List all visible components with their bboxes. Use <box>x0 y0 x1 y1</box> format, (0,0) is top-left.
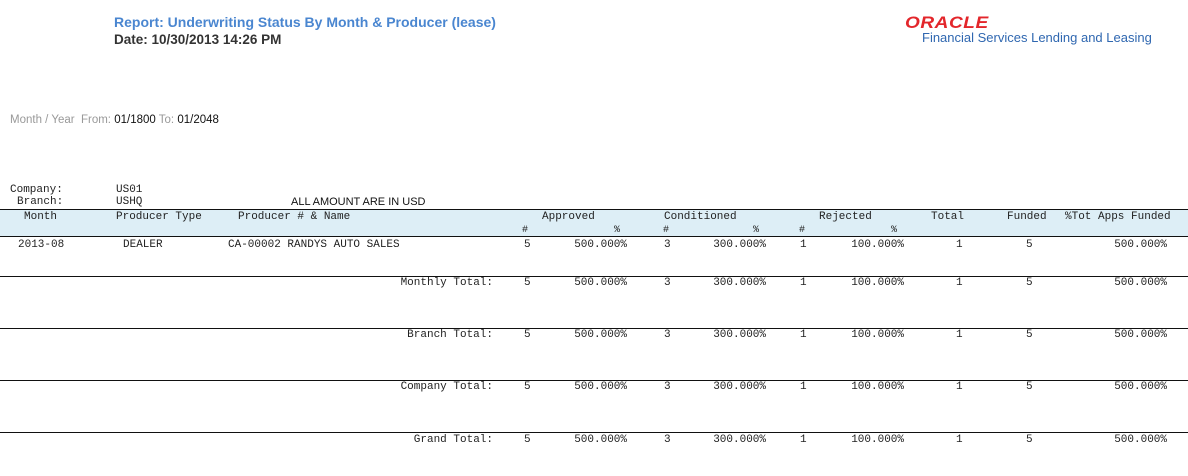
report-date: Date: 10/30/2013 14:26 PM <box>114 32 282 47</box>
company-label: Company: <box>10 184 63 196</box>
total-pct-funded: 500.000% <box>1114 277 1167 289</box>
cell-producer-name: CA-00002 RANDYS AUTO SALES <box>228 239 400 251</box>
total-total: 1 <box>956 381 963 393</box>
col-funded: Funded <box>1007 211 1047 223</box>
product-name: Financial Services Lending and Leasing <box>922 30 1152 45</box>
total-approved-n: 5 <box>524 381 531 393</box>
table-header <box>0 210 1188 236</box>
total-rejected-pct: 100.000% <box>851 329 904 341</box>
total-funded: 5 <box>1026 329 1033 341</box>
total-approved-pct: 500.000% <box>574 381 627 393</box>
filter-label: Month / Year <box>10 114 75 126</box>
sub-conditioned-count: # <box>663 225 670 236</box>
total-funded: 5 <box>1026 434 1033 446</box>
total-approved-pct: 500.000% <box>574 434 627 446</box>
col-pct-funded: %Tot Apps Funded <box>1065 211 1171 223</box>
total-rejected-pct: 100.000% <box>851 277 904 289</box>
total-total: 1 <box>956 277 963 289</box>
total-label: Branch Total: <box>407 329 493 341</box>
cell-rejected-pct: 100.000% <box>851 239 904 251</box>
cell-approved-n: 5 <box>524 239 531 251</box>
cell-total: 1 <box>956 239 963 251</box>
col-conditioned: Conditioned <box>664 211 737 223</box>
grand-total-rule <box>0 432 1188 433</box>
cell-approved-pct: 500.000% <box>574 239 627 251</box>
header-bottom-rule <box>0 236 1188 237</box>
total-total: 1 <box>956 434 963 446</box>
cell-producer-type: DEALER <box>123 239 163 251</box>
sub-conditioned-pct: % <box>753 225 760 236</box>
total-conditioned-n: 3 <box>664 381 671 393</box>
branch-value: USHQ <box>116 196 143 208</box>
branch-total-row: Branch Total: 5 500.000% 3 300.000% 1 10… <box>0 329 1188 343</box>
total-conditioned-n: 3 <box>664 277 671 289</box>
cell-funded: 5 <box>1026 239 1033 251</box>
cell-conditioned-pct: 300.000% <box>713 239 766 251</box>
total-pct-funded: 500.000% <box>1114 329 1167 341</box>
total-rejected-n: 1 <box>800 434 807 446</box>
company-total-rule <box>0 380 1188 381</box>
total-label: Grand Total: <box>413 434 493 446</box>
col-month: Month <box>24 211 58 223</box>
col-rejected: Rejected <box>819 211 872 223</box>
currency-note: ALL AMOUNT ARE IN USD <box>291 196 426 208</box>
total-funded: 5 <box>1026 381 1033 393</box>
total-conditioned-pct: 300.000% <box>713 434 766 446</box>
cell-rejected-n: 1 <box>800 239 807 251</box>
total-total: 1 <box>956 329 963 341</box>
total-label: Company Total: <box>400 381 493 393</box>
total-conditioned-pct: 300.000% <box>713 329 766 341</box>
col-producer-type: Producer Type <box>116 211 202 223</box>
oracle-logo: ORACLE <box>905 13 989 32</box>
col-producer-name: Producer # & Name <box>238 211 351 223</box>
report-title: Report: Underwriting Status By Month & P… <box>114 14 496 30</box>
total-rejected-pct: 100.000% <box>851 434 904 446</box>
total-rejected-n: 1 <box>800 381 807 393</box>
total-conditioned-n: 3 <box>664 434 671 446</box>
total-label: Monthly Total: <box>400 277 493 289</box>
sub-approved-pct: % <box>614 225 621 236</box>
total-approved-n: 5 <box>524 329 531 341</box>
company-value: US01 <box>116 184 143 196</box>
monthly-total-rule <box>0 276 1188 277</box>
to-value: 01/2048 <box>177 114 219 126</box>
from-label: From: <box>80 114 111 126</box>
company-total-row: Company Total: 5 500.000% 3 300.000% 1 1… <box>0 381 1188 395</box>
total-approved-pct: 500.000% <box>574 277 627 289</box>
cell-conditioned-n: 3 <box>664 239 671 251</box>
header-top-rule <box>0 209 1188 210</box>
total-approved-n: 5 <box>524 277 531 289</box>
from-value: 01/1800 <box>114 114 156 126</box>
total-approved-pct: 500.000% <box>574 329 627 341</box>
sub-rejected-count: # <box>799 225 806 236</box>
total-approved-n: 5 <box>524 434 531 446</box>
total-conditioned-n: 3 <box>664 329 671 341</box>
total-funded: 5 <box>1026 277 1033 289</box>
col-total: Total <box>931 211 965 223</box>
total-conditioned-pct: 300.000% <box>713 277 766 289</box>
date-range-filter: Month / Year From: 01/1800 To: 01/2048 <box>10 114 219 126</box>
total-rejected-n: 1 <box>800 277 807 289</box>
col-approved: Approved <box>542 211 595 223</box>
to-label: To: <box>158 114 175 126</box>
total-pct-funded: 500.000% <box>1114 381 1167 393</box>
total-rejected-pct: 100.000% <box>851 381 904 393</box>
sub-rejected-pct: % <box>891 225 898 236</box>
branch-label: Branch: <box>17 196 64 208</box>
cell-pct-funded: 500.000% <box>1114 239 1167 251</box>
total-conditioned-pct: 300.000% <box>713 381 766 393</box>
grand-total-row: Grand Total: 5 500.000% 3 300.000% 1 100… <box>0 434 1188 448</box>
cell-month: 2013-08 <box>18 239 65 251</box>
table-row: 2013-08 DEALER CA-00002 RANDYS AUTO SALE… <box>0 239 1188 253</box>
branch-total-rule <box>0 328 1188 329</box>
sub-approved-count: # <box>522 225 529 236</box>
total-rejected-n: 1 <box>800 329 807 341</box>
total-pct-funded: 500.000% <box>1114 434 1167 446</box>
monthly-total-row: Monthly Total: 5 500.000% 3 300.000% 1 1… <box>0 277 1188 291</box>
